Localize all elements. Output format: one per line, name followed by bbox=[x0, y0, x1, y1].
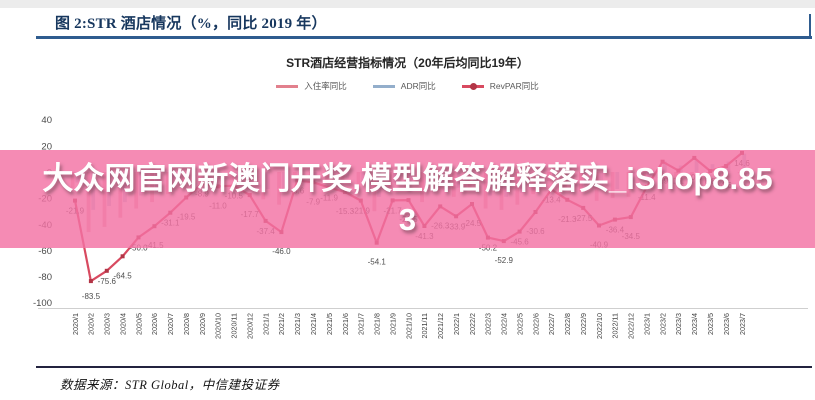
svg-text:2022/10: 2022/10 bbox=[595, 313, 604, 339]
svg-text:2020/11: 2020/11 bbox=[230, 313, 239, 338]
svg-text:2023/1: 2023/1 bbox=[643, 313, 652, 335]
svg-text:2021/12: 2021/12 bbox=[436, 313, 445, 339]
chart-title: STR酒店经营指标情况（20年后均同比19年） bbox=[286, 56, 529, 70]
svg-text:2020/9: 2020/9 bbox=[198, 313, 207, 335]
svg-text:2021/9: 2021/9 bbox=[388, 313, 397, 335]
svg-text:-80: -80 bbox=[38, 272, 52, 283]
svg-text:2020/5: 2020/5 bbox=[134, 313, 143, 335]
svg-text:-50.2: -50.2 bbox=[479, 244, 498, 253]
watermark-text-line2: 3 bbox=[398, 202, 417, 237]
svg-text:-46.0: -46.0 bbox=[272, 247, 291, 256]
svg-text:2023/3: 2023/3 bbox=[674, 313, 683, 335]
header-rule bbox=[36, 36, 812, 39]
legend-label-adr: ADR同比 bbox=[400, 81, 436, 91]
svg-text:2021/8: 2021/8 bbox=[373, 313, 382, 335]
svg-text:40: 40 bbox=[41, 115, 52, 126]
svg-text:-100: -100 bbox=[33, 298, 52, 309]
legend-label-occupancy: 入住率同比 bbox=[304, 81, 347, 91]
figure-title: 图 2:STR 酒店情况（%，同比 2019 年） bbox=[55, 16, 327, 32]
legend-label-revpar: RevPAR同比 bbox=[489, 81, 539, 91]
svg-text:2022/12: 2022/12 bbox=[627, 313, 636, 339]
footer-divider bbox=[36, 366, 812, 368]
svg-text:2022/9: 2022/9 bbox=[579, 313, 588, 335]
svg-text:2023/4: 2023/4 bbox=[690, 313, 699, 335]
svg-text:2022/5: 2022/5 bbox=[515, 313, 524, 335]
svg-text:20: 20 bbox=[41, 141, 52, 152]
svg-text:2020/2: 2020/2 bbox=[87, 313, 96, 335]
svg-text:-52.9: -52.9 bbox=[495, 256, 514, 265]
page-top-strip bbox=[0, 0, 815, 8]
svg-text:2021/6: 2021/6 bbox=[341, 313, 350, 335]
svg-text:2020/3: 2020/3 bbox=[103, 313, 112, 335]
svg-text:-54.1: -54.1 bbox=[368, 258, 387, 267]
legend-item-adr: ADR同比 bbox=[372, 80, 436, 92]
svg-text:2021/2: 2021/2 bbox=[277, 313, 286, 335]
svg-text:2023/6: 2023/6 bbox=[722, 313, 731, 335]
svg-text:2022/1: 2022/1 bbox=[452, 313, 461, 335]
data-source-note: 数据来源：STR Global，中信建投证券 bbox=[60, 378, 280, 392]
svg-text:2022/6: 2022/6 bbox=[531, 313, 540, 335]
svg-text:2020/6: 2020/6 bbox=[150, 313, 159, 335]
svg-text:2021/10: 2021/10 bbox=[404, 313, 413, 339]
watermark-overlay: 大众网官网新澳门开奖,模型解答解释落实_iShop8.85 3 bbox=[0, 150, 815, 248]
svg-text:2022/2: 2022/2 bbox=[468, 313, 477, 335]
svg-text:2020/4: 2020/4 bbox=[118, 313, 127, 335]
svg-text:2021/7: 2021/7 bbox=[357, 313, 366, 335]
legend-item-revpar: RevPAR同比 bbox=[461, 80, 539, 92]
svg-text:2022/3: 2022/3 bbox=[484, 313, 493, 335]
svg-text:2022/11: 2022/11 bbox=[611, 313, 620, 338]
adr-line-swatch bbox=[372, 84, 395, 88]
svg-text:2020/8: 2020/8 bbox=[182, 313, 191, 335]
watermark-text-line1: 大众网官网新澳门开奖,模型解答解释落实_iShop8.85 bbox=[42, 161, 773, 196]
svg-text:2020/1: 2020/1 bbox=[71, 313, 80, 335]
svg-text:2021/1: 2021/1 bbox=[261, 313, 270, 335]
svg-text:2021/11: 2021/11 bbox=[420, 313, 429, 338]
svg-text:2022/7: 2022/7 bbox=[547, 313, 556, 335]
chart-legend: 入住率同比 ADR同比 RevPAR同比 bbox=[0, 80, 815, 92]
revpar-marker-icon bbox=[469, 82, 477, 90]
svg-text:2021/3: 2021/3 bbox=[293, 313, 302, 335]
svg-text:2021/5: 2021/5 bbox=[325, 313, 334, 335]
header-right-border bbox=[809, 14, 811, 36]
svg-text:2022/4: 2022/4 bbox=[500, 313, 509, 335]
svg-text:2022/8: 2022/8 bbox=[563, 313, 572, 335]
svg-text:-60: -60 bbox=[38, 246, 52, 257]
svg-text:2020/12: 2020/12 bbox=[246, 313, 255, 339]
legend-item-occupancy: 入住率同比 bbox=[276, 80, 347, 92]
occupancy-line-swatch bbox=[276, 84, 299, 88]
svg-text:2023/2: 2023/2 bbox=[658, 313, 667, 335]
svg-text:-83.5: -83.5 bbox=[82, 292, 101, 301]
svg-text:2020/7: 2020/7 bbox=[166, 313, 175, 335]
x-axis-labels: 2020/1 2020/2 2020/3 2020/4 2020/5 2020/6 2020… bbox=[71, 313, 747, 339]
svg-text:-64.5: -64.5 bbox=[113, 271, 132, 280]
svg-text:2023/7: 2023/7 bbox=[738, 313, 747, 335]
svg-text:2020/10: 2020/10 bbox=[214, 313, 223, 339]
svg-text:2021/4: 2021/4 bbox=[309, 313, 318, 335]
svg-text:2023/5: 2023/5 bbox=[706, 313, 715, 335]
svg-text:-75.6: -75.6 bbox=[98, 277, 117, 286]
revpar-line-swatch bbox=[461, 82, 484, 90]
